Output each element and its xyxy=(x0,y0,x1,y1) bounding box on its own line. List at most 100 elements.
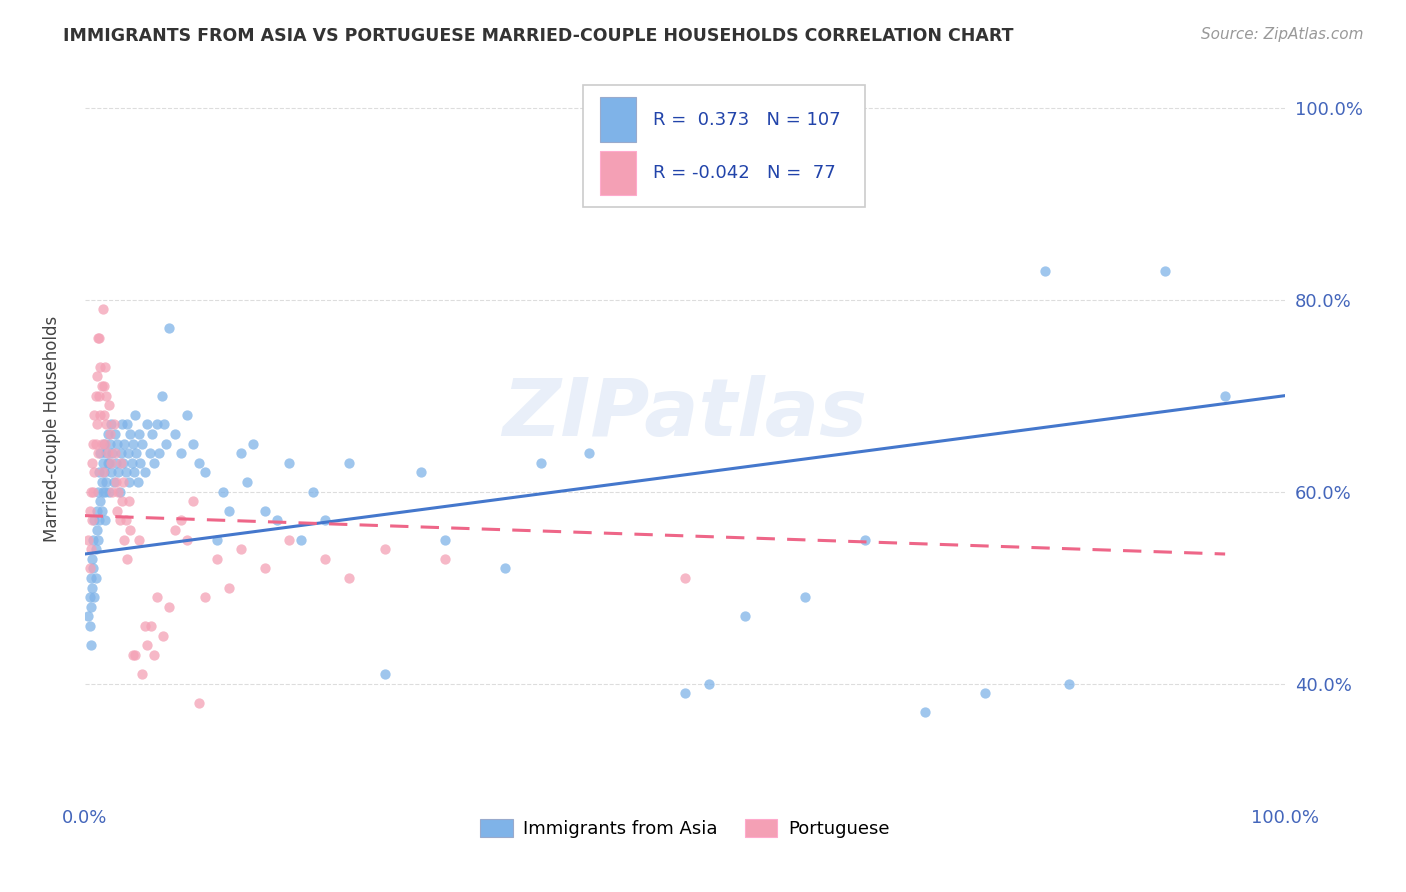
Point xyxy=(218,504,240,518)
Point xyxy=(697,676,720,690)
Point xyxy=(90,436,112,450)
Text: Source: ZipAtlas.com: Source: ZipAtlas.com xyxy=(1201,27,1364,42)
Point xyxy=(83,466,105,480)
Point xyxy=(187,696,209,710)
Point xyxy=(114,466,136,480)
Point xyxy=(301,484,323,499)
Point xyxy=(120,427,142,442)
Point xyxy=(229,446,252,460)
Point xyxy=(121,456,143,470)
Point xyxy=(98,427,121,442)
Point xyxy=(82,436,104,450)
Point xyxy=(96,389,118,403)
Point xyxy=(1033,264,1056,278)
Point xyxy=(89,389,111,403)
Point xyxy=(86,523,108,537)
Point xyxy=(115,417,138,432)
Point xyxy=(94,484,117,499)
Point xyxy=(83,513,105,527)
Point xyxy=(90,504,112,518)
Point xyxy=(104,427,127,442)
Point xyxy=(84,571,107,585)
Point xyxy=(433,533,456,547)
Point xyxy=(129,456,152,470)
Point xyxy=(80,542,103,557)
Point xyxy=(91,456,114,470)
Point xyxy=(86,369,108,384)
Point xyxy=(90,475,112,489)
Point xyxy=(91,484,114,499)
Point xyxy=(96,475,118,489)
Point xyxy=(118,475,141,489)
Point xyxy=(155,436,177,450)
Point xyxy=(314,513,336,527)
Point xyxy=(91,302,114,317)
Point xyxy=(187,456,209,470)
Point xyxy=(93,436,115,450)
Point xyxy=(101,446,124,460)
Point xyxy=(93,466,115,480)
Point xyxy=(112,533,135,547)
Point xyxy=(105,504,128,518)
Point xyxy=(86,417,108,432)
Point xyxy=(96,456,118,470)
Point xyxy=(134,619,156,633)
Point xyxy=(111,417,134,432)
Point xyxy=(157,321,180,335)
Point xyxy=(91,466,114,480)
Point xyxy=(96,427,118,442)
Point xyxy=(176,408,198,422)
Point xyxy=(734,186,756,201)
Point xyxy=(104,456,127,470)
Point xyxy=(89,359,111,374)
Point xyxy=(100,456,122,470)
Point xyxy=(136,417,159,432)
Point xyxy=(97,456,120,470)
Point xyxy=(134,466,156,480)
Point xyxy=(80,456,103,470)
Point xyxy=(433,551,456,566)
Point xyxy=(108,484,131,499)
Point xyxy=(111,494,134,508)
Point xyxy=(96,446,118,460)
Point xyxy=(138,446,160,460)
Point xyxy=(794,591,817,605)
FancyBboxPatch shape xyxy=(600,97,636,142)
Point xyxy=(131,667,153,681)
Point xyxy=(101,484,124,499)
Point xyxy=(117,446,139,460)
Point xyxy=(163,427,186,442)
Point xyxy=(80,551,103,566)
Point xyxy=(853,533,876,547)
Point xyxy=(100,417,122,432)
Point xyxy=(124,408,146,422)
Point xyxy=(143,456,166,470)
Point xyxy=(337,456,360,470)
Point xyxy=(103,417,125,432)
Point xyxy=(80,484,103,499)
Point xyxy=(98,436,121,450)
Point xyxy=(90,379,112,393)
Point xyxy=(125,446,148,460)
Point xyxy=(77,609,100,624)
Point xyxy=(82,533,104,547)
Point xyxy=(181,494,204,508)
Point xyxy=(170,446,193,460)
Point xyxy=(94,436,117,450)
Point xyxy=(170,513,193,527)
Point xyxy=(157,599,180,614)
Point xyxy=(104,475,127,489)
Point xyxy=(127,475,149,489)
Point xyxy=(236,475,259,489)
Point xyxy=(1213,389,1236,403)
Point xyxy=(253,561,276,575)
Point xyxy=(211,484,233,499)
Point xyxy=(84,436,107,450)
Point xyxy=(148,446,170,460)
Point xyxy=(103,475,125,489)
Point xyxy=(89,408,111,422)
Point xyxy=(141,427,163,442)
Point xyxy=(194,466,217,480)
Point xyxy=(112,456,135,470)
Point xyxy=(93,379,115,393)
